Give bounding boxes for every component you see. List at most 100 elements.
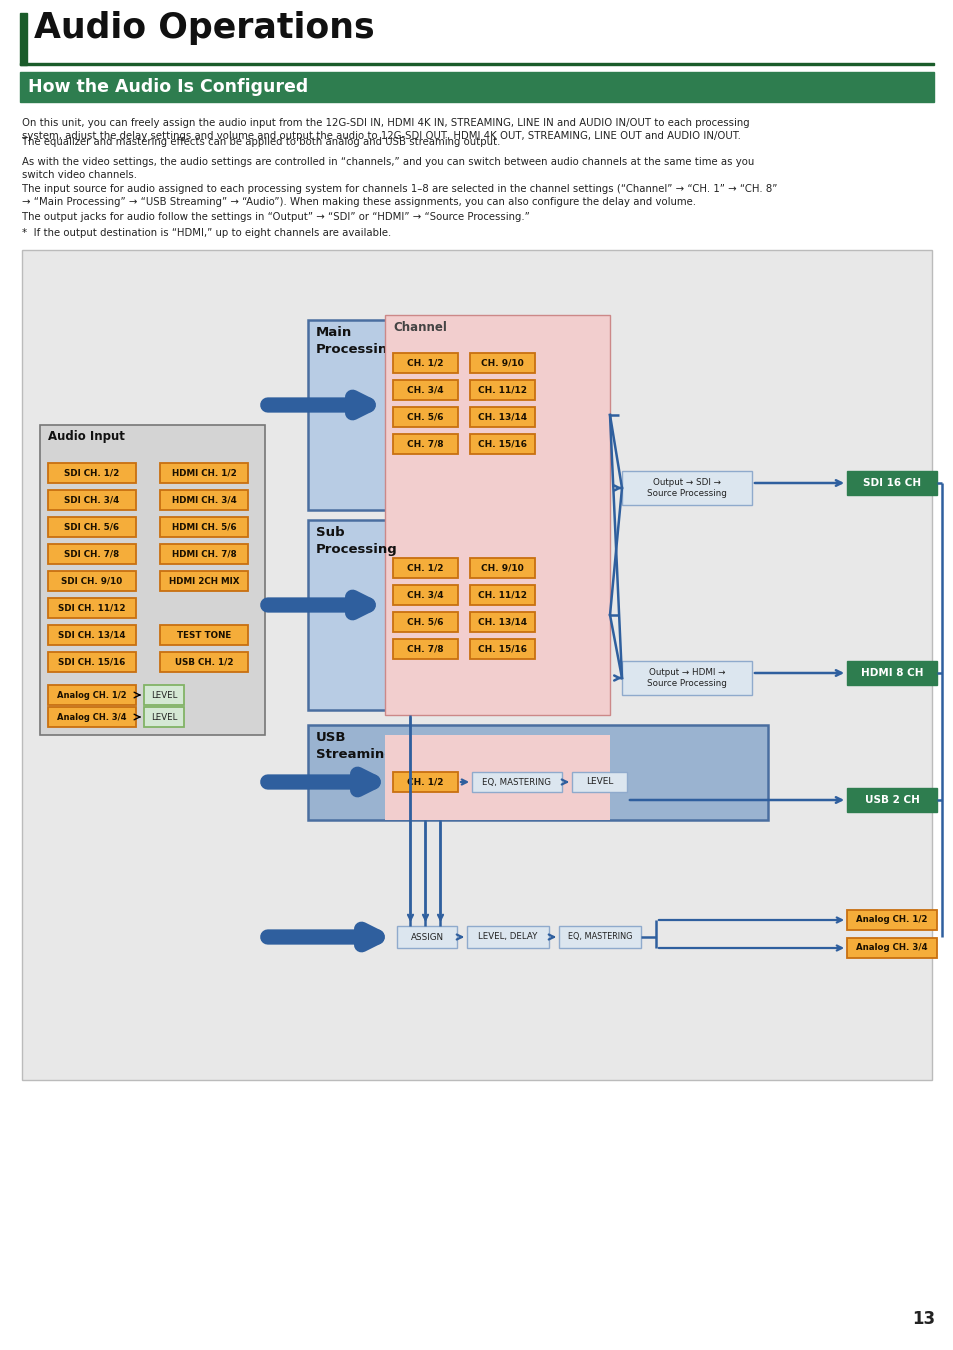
Text: HDMI CH. 3/4: HDMI CH. 3/4 — [172, 495, 236, 505]
Bar — [572, 772, 626, 792]
Text: Sub: Sub — [315, 526, 344, 539]
Bar — [48, 544, 136, 564]
Bar — [20, 63, 933, 65]
Bar — [558, 926, 640, 948]
Bar — [40, 425, 265, 734]
Bar — [48, 571, 136, 591]
Bar — [470, 585, 535, 605]
Text: TEST TONE: TEST TONE — [176, 630, 231, 640]
Bar — [470, 352, 535, 373]
Text: Main: Main — [315, 325, 352, 339]
Bar — [621, 662, 751, 695]
Text: CH. 3/4: CH. 3/4 — [407, 590, 443, 599]
Text: CH. 1/2: CH. 1/2 — [407, 359, 443, 367]
Bar — [48, 625, 136, 645]
Text: On this unit, you can freely assign the audio input from the 12G-SDI IN, HDMI 4K: On this unit, you can freely assign the … — [22, 117, 749, 142]
Text: Processing: Processing — [315, 343, 397, 356]
Text: HDMI 8 CH: HDMI 8 CH — [860, 668, 923, 678]
Text: CH. 15/16: CH. 15/16 — [477, 440, 526, 448]
Text: Output → SDI →
Source Processing: Output → SDI → Source Processing — [646, 478, 726, 498]
Bar — [160, 652, 248, 672]
Bar — [48, 490, 136, 510]
Bar — [393, 406, 457, 427]
Bar — [144, 684, 184, 705]
Text: Audio Input: Audio Input — [48, 431, 125, 443]
Text: CH. 9/10: CH. 9/10 — [480, 359, 523, 367]
Text: EQ, MASTERING: EQ, MASTERING — [567, 933, 632, 941]
Bar — [160, 625, 248, 645]
Text: SDI CH. 7/8: SDI CH. 7/8 — [65, 549, 119, 559]
Text: SDI CH. 9/10: SDI CH. 9/10 — [61, 576, 123, 586]
Bar — [160, 571, 248, 591]
Bar — [470, 612, 535, 632]
Text: Analog CH. 1/2: Analog CH. 1/2 — [57, 690, 127, 699]
Bar — [48, 684, 136, 705]
Bar — [144, 707, 184, 728]
Text: LEVEL, DELAY: LEVEL, DELAY — [477, 933, 537, 941]
Bar — [393, 379, 457, 400]
Text: As with the video settings, the audio settings are controlled in “channels,” and: As with the video settings, the audio se… — [22, 157, 754, 180]
Bar — [393, 558, 457, 578]
Bar — [846, 471, 936, 495]
Bar — [385, 315, 609, 716]
Text: CH. 13/14: CH. 13/14 — [477, 617, 526, 626]
Bar — [393, 639, 457, 659]
Bar — [470, 433, 535, 454]
Bar — [393, 612, 457, 632]
Bar — [308, 320, 593, 510]
Text: CH. 9/10: CH. 9/10 — [480, 563, 523, 572]
Bar — [160, 490, 248, 510]
Text: HDMI CH. 5/6: HDMI CH. 5/6 — [172, 522, 236, 532]
Text: USB CH. 1/2: USB CH. 1/2 — [174, 657, 233, 667]
Bar — [385, 734, 609, 819]
Bar — [393, 433, 457, 454]
Bar — [160, 544, 248, 564]
Bar — [48, 598, 136, 618]
Text: CH. 1/2: CH. 1/2 — [407, 778, 443, 787]
Text: Processing: Processing — [315, 543, 397, 556]
Text: USB: USB — [315, 730, 346, 744]
Text: *  If the output destination is “HDMI,” up to eight channels are available.: * If the output destination is “HDMI,” u… — [22, 228, 391, 238]
Text: HDMI 2CH MIX: HDMI 2CH MIX — [169, 576, 239, 586]
Text: CH. 3/4: CH. 3/4 — [407, 386, 443, 394]
Text: LEVEL: LEVEL — [585, 778, 613, 787]
Bar — [48, 707, 136, 728]
Bar — [846, 938, 936, 958]
Bar — [846, 910, 936, 930]
Text: Output → HDMI →
Source Processing: Output → HDMI → Source Processing — [646, 668, 726, 688]
Text: EQ, MASTERING: EQ, MASTERING — [482, 778, 551, 787]
Bar — [470, 639, 535, 659]
Text: CH. 15/16: CH. 15/16 — [477, 644, 526, 653]
Bar — [393, 352, 457, 373]
Bar — [160, 517, 248, 537]
Text: Audio Operations: Audio Operations — [34, 11, 375, 45]
Text: Analog CH. 3/4: Analog CH. 3/4 — [855, 944, 927, 953]
Text: How the Audio Is Configured: How the Audio Is Configured — [28, 78, 308, 96]
Text: SDI CH. 13/14: SDI CH. 13/14 — [58, 630, 126, 640]
Text: CH. 13/14: CH. 13/14 — [477, 413, 526, 421]
Bar — [20, 72, 933, 103]
Bar — [48, 463, 136, 483]
Text: CH. 7/8: CH. 7/8 — [407, 440, 443, 448]
Bar — [470, 379, 535, 400]
Bar — [160, 463, 248, 483]
Bar — [470, 406, 535, 427]
Bar — [396, 926, 456, 948]
Bar — [393, 772, 457, 792]
Bar — [470, 558, 535, 578]
Bar — [846, 788, 936, 811]
Bar — [48, 517, 136, 537]
Text: Analog CH. 3/4: Analog CH. 3/4 — [57, 713, 127, 721]
Text: CH. 11/12: CH. 11/12 — [477, 386, 526, 394]
Bar — [472, 772, 561, 792]
Text: ASSIGN: ASSIGN — [410, 933, 443, 941]
Bar — [48, 652, 136, 672]
Text: CH. 11/12: CH. 11/12 — [477, 590, 526, 599]
Text: Analog CH. 1/2: Analog CH. 1/2 — [856, 915, 926, 925]
Bar — [467, 926, 548, 948]
Text: CH. 1/2: CH. 1/2 — [407, 563, 443, 572]
Bar — [308, 520, 593, 710]
Text: SDI CH. 15/16: SDI CH. 15/16 — [58, 657, 126, 667]
Text: SDI CH. 5/6: SDI CH. 5/6 — [65, 522, 119, 532]
Text: HDMI CH. 7/8: HDMI CH. 7/8 — [172, 549, 236, 559]
